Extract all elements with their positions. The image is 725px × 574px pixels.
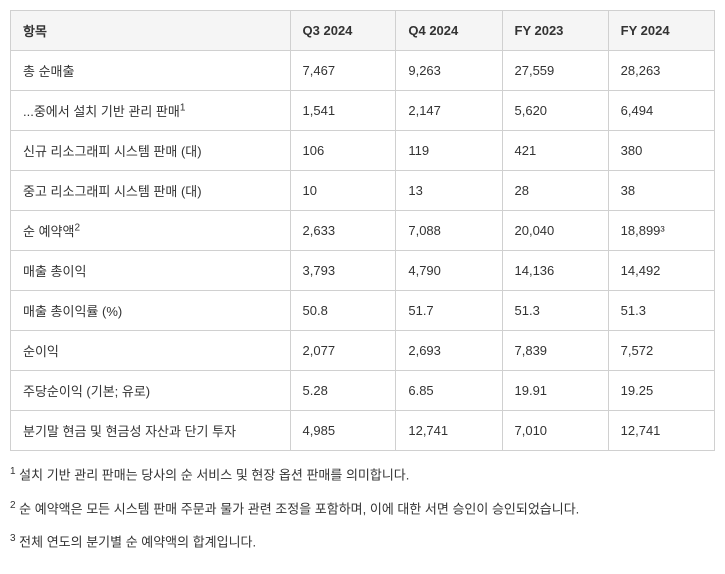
row-value: 6.85 — [396, 371, 502, 411]
table-row: 매출 총이익3,7934,79014,13614,492 — [11, 251, 715, 291]
row-value: 10 — [290, 171, 396, 211]
row-label: 분기말 현금 및 현금성 자산과 단기 투자 — [11, 411, 291, 451]
row-value: 119 — [396, 131, 502, 171]
table-row: 순 예약액22,6337,08820,04018,899³ — [11, 211, 715, 251]
row-value: 2,147 — [396, 91, 502, 131]
row-value: 18,899³ — [608, 211, 714, 251]
row-label: 주당순이익 (기본; 유로) — [11, 371, 291, 411]
row-value: 14,136 — [502, 251, 608, 291]
table-row: 분기말 현금 및 현금성 자산과 단기 투자4,98512,7417,01012… — [11, 411, 715, 451]
row-value: 4,985 — [290, 411, 396, 451]
row-label: 매출 총이익률 (%) — [11, 291, 291, 331]
row-value: 19.25 — [608, 371, 714, 411]
row-value: 28,263 — [608, 51, 714, 91]
footnote: 2 순 예약액은 모든 시스템 판매 주문과 물가 관련 조정을 포함하며, 이… — [10, 497, 715, 521]
row-value: 9,263 — [396, 51, 502, 91]
col-header-q3-2024: Q3 2024 — [290, 11, 396, 51]
row-value: 14,492 — [608, 251, 714, 291]
row-value: 12,741 — [608, 411, 714, 451]
row-value: 7,839 — [502, 331, 608, 371]
row-label: 매출 총이익 — [11, 251, 291, 291]
table-body: 총 순매출7,4679,26327,55928,263...중에서 설치 기반 … — [11, 51, 715, 451]
row-value: 38 — [608, 171, 714, 211]
row-value: 2,693 — [396, 331, 502, 371]
row-value: 20,040 — [502, 211, 608, 251]
row-label: 순 예약액2 — [11, 211, 291, 251]
row-label: ...중에서 설치 기반 관리 판매1 — [11, 91, 291, 131]
col-header-label: 항목 — [11, 11, 291, 51]
row-label: 총 순매출 — [11, 51, 291, 91]
row-value: 4,790 — [396, 251, 502, 291]
row-value: 12,741 — [396, 411, 502, 451]
footnotes-section: 1 설치 기반 관리 판매는 당사의 순 서비스 및 현장 옵션 판매를 의미합… — [10, 463, 715, 554]
table-row: 신규 리소그래피 시스템 판매 (대)106119421380 — [11, 131, 715, 171]
financial-table: 항목 Q3 2024 Q4 2024 FY 2023 FY 2024 총 순매출… — [10, 10, 715, 451]
row-value: 2,077 — [290, 331, 396, 371]
footnote-marker: 3 — [10, 533, 16, 544]
row-value: 7,088 — [396, 211, 502, 251]
row-value: 3,793 — [290, 251, 396, 291]
table-row: 중고 리소그래피 시스템 판매 (대)10132838 — [11, 171, 715, 211]
footnote: 1 설치 기반 관리 판매는 당사의 순 서비스 및 현장 옵션 판매를 의미합… — [10, 463, 715, 487]
row-value: 7,467 — [290, 51, 396, 91]
table-row: 주당순이익 (기본; 유로)5.286.8519.9119.25 — [11, 371, 715, 411]
footnote-marker: 2 — [74, 223, 80, 234]
row-value: 1,541 — [290, 91, 396, 131]
row-value: 2,633 — [290, 211, 396, 251]
table-row: 총 순매출7,4679,26327,55928,263 — [11, 51, 715, 91]
row-label: 순이익 — [11, 331, 291, 371]
footnote-marker: 1 — [180, 103, 186, 114]
table-row: ...중에서 설치 기반 관리 판매11,5412,1475,6206,494 — [11, 91, 715, 131]
table-row: 매출 총이익률 (%)50.851.751.351.3 — [11, 291, 715, 331]
row-value: 106 — [290, 131, 396, 171]
col-header-q4-2024: Q4 2024 — [396, 11, 502, 51]
row-label: 신규 리소그래피 시스템 판매 (대) — [11, 131, 291, 171]
col-header-fy-2024: FY 2024 — [608, 11, 714, 51]
row-value: 27,559 — [502, 51, 608, 91]
row-value: 50.8 — [290, 291, 396, 331]
row-value: 13 — [396, 171, 502, 211]
row-value: 380 — [608, 131, 714, 171]
row-value: 5,620 — [502, 91, 608, 131]
table-row: 순이익2,0772,6937,8397,572 — [11, 331, 715, 371]
row-value: 421 — [502, 131, 608, 171]
row-label: 중고 리소그래피 시스템 판매 (대) — [11, 171, 291, 211]
footnote: 3 전체 연도의 분기별 순 예약액의 합계입니다. — [10, 530, 715, 554]
row-value: 7,010 — [502, 411, 608, 451]
row-value: 5.28 — [290, 371, 396, 411]
row-value: 51.7 — [396, 291, 502, 331]
row-value: 28 — [502, 171, 608, 211]
row-value: 6,494 — [608, 91, 714, 131]
footnote-marker: 1 — [10, 466, 16, 477]
row-value: 51.3 — [608, 291, 714, 331]
footnote-marker: 2 — [10, 500, 16, 511]
row-value: 19.91 — [502, 371, 608, 411]
row-value: 7,572 — [608, 331, 714, 371]
row-value: 51.3 — [502, 291, 608, 331]
col-header-fy-2023: FY 2023 — [502, 11, 608, 51]
table-header-row: 항목 Q3 2024 Q4 2024 FY 2023 FY 2024 — [11, 11, 715, 51]
